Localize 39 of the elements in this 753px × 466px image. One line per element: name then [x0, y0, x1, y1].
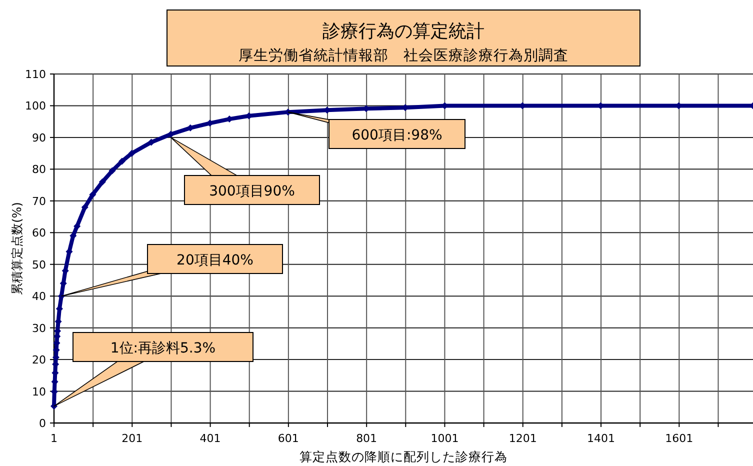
point	[81, 204, 88, 211]
chart-subtitle: 厚生労働省統計情報部 社会医療診療行為別調査	[238, 47, 568, 64]
point	[148, 138, 155, 146]
y-tick-label: 90	[32, 131, 46, 144]
y-tick-label: 100	[25, 100, 46, 113]
y-tick-label: 20	[32, 354, 46, 367]
title-box: 診療行為の算定統計 厚生労働省統計情報部 社会医療診療行為別調査	[166, 10, 640, 66]
point	[118, 158, 126, 165]
annotation: 300項目90%	[209, 184, 295, 200]
x-tick-label: 801	[356, 432, 378, 445]
y-tick-label: 110	[25, 68, 46, 81]
y-tick-label: 10	[32, 385, 46, 398]
y-tick-label: 0	[39, 417, 46, 430]
y-tick-label: 30	[32, 322, 46, 335]
y-tick-label: 40	[32, 290, 46, 304]
annotation: 600項目:98%	[352, 128, 442, 144]
x-tick-label: 1	[50, 432, 58, 445]
annotation: 1位:再診料5.3%	[110, 340, 216, 356]
x-tick-label: 401	[200, 432, 221, 445]
x-tick-label: 1601	[665, 432, 694, 445]
point	[128, 150, 136, 157]
x-tick-label: 601	[278, 432, 299, 445]
x-tick-label: 1201	[508, 432, 537, 445]
x-axis-title: 算定点数の降順に配列した診療行為	[300, 449, 508, 464]
y-tick-label: 80	[32, 163, 46, 176]
annotation: 20項目40%	[176, 252, 254, 268]
y-tick-label: 70	[32, 194, 46, 208]
y-axis-title: 累積算定点数(%)	[10, 202, 24, 295]
x-tick-label: 1001	[430, 432, 459, 445]
point	[98, 178, 106, 186]
y-tick-label: 50	[32, 258, 46, 272]
x-tick-label: 1401	[587, 432, 616, 445]
point	[186, 124, 194, 132]
point	[74, 222, 81, 230]
chart-title: 診療行為の算定統計	[322, 21, 484, 42]
x-tick-label: 201	[122, 432, 143, 445]
point	[108, 167, 116, 174]
y-tick-label: 60	[32, 226, 46, 240]
point	[89, 191, 96, 198]
